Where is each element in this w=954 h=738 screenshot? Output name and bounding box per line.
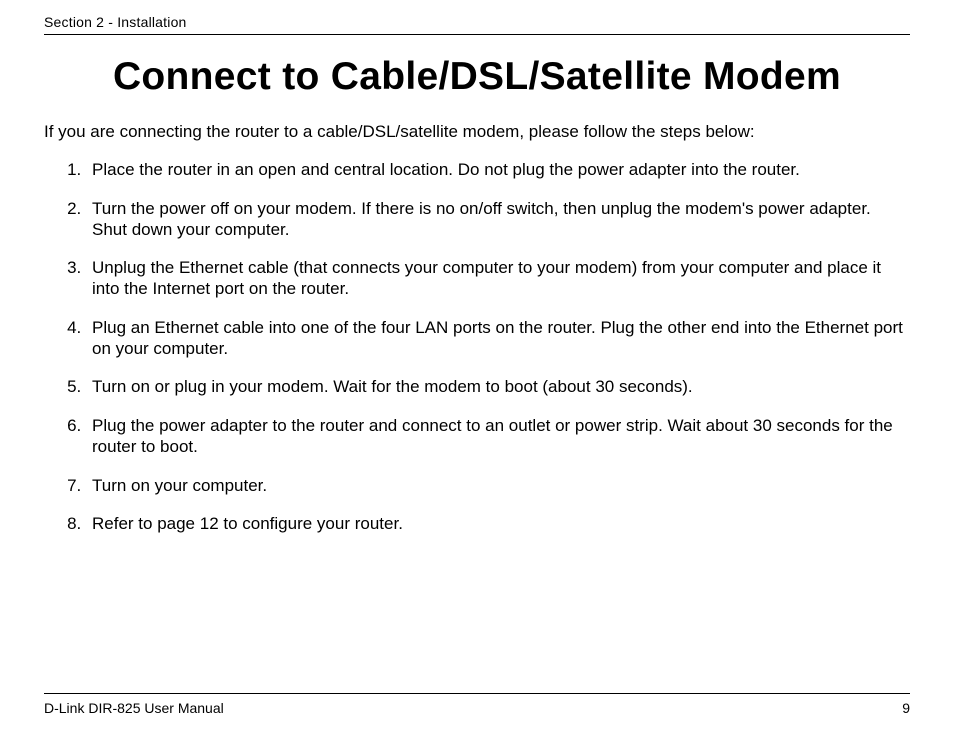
- step-item: Plug an Ethernet cable into one of the f…: [86, 318, 910, 359]
- step-item: Place the router in an open and central …: [86, 160, 910, 181]
- page-title: Connect to Cable/DSL/Satellite Modem: [44, 55, 910, 99]
- step-item: Plug the power adapter to the router and…: [86, 416, 910, 457]
- step-item: Turn on your computer.: [86, 476, 910, 497]
- page-number: 9: [902, 700, 910, 716]
- manual-label: D-Link DIR-825 User Manual: [44, 700, 224, 716]
- section-header: Section 2 - Installation: [44, 14, 910, 35]
- step-item: Turn on or plug in your modem. Wait for …: [86, 377, 910, 398]
- step-item: Turn the power off on your modem. If the…: [86, 199, 910, 240]
- intro-paragraph: If you are connecting the router to a ca…: [44, 121, 910, 142]
- step-item: Refer to page 12 to configure your route…: [86, 514, 910, 535]
- step-item: Unplug the Ethernet cable (that connects…: [86, 258, 910, 299]
- page-footer: D-Link DIR-825 User Manual 9: [44, 693, 910, 716]
- steps-list: Place the router in an open and central …: [58, 160, 910, 535]
- manual-page: Section 2 - Installation Connect to Cabl…: [0, 0, 954, 738]
